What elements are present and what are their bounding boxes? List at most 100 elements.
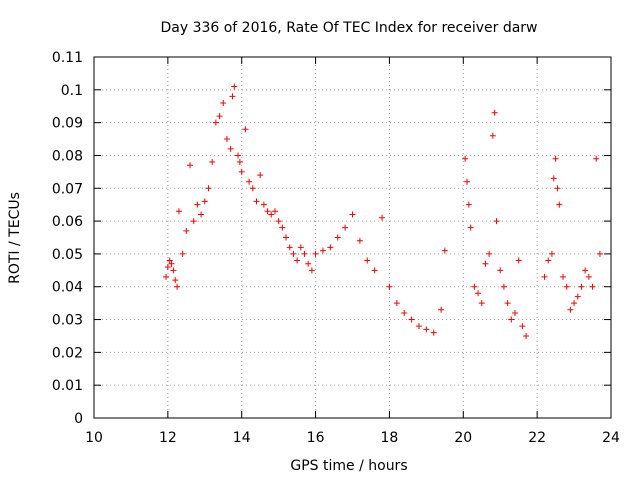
data-point <box>271 208 278 215</box>
data-point <box>386 283 393 290</box>
data-point <box>559 273 566 280</box>
data-point <box>462 155 469 162</box>
x-tick-label: 20 <box>454 430 472 446</box>
data-point <box>216 113 223 120</box>
x-tick-label: 12 <box>159 430 177 446</box>
data-point <box>582 267 589 274</box>
data-point <box>415 323 422 330</box>
data-point <box>242 126 249 133</box>
data-point <box>227 145 234 152</box>
data-points <box>163 83 603 339</box>
y-tick-label: 0.09 <box>52 116 83 132</box>
data-point <box>260 201 267 208</box>
data-point <box>441 247 448 254</box>
x-tick-label: 18 <box>381 430 399 446</box>
x-axis-label: GPS time / hours <box>290 458 407 474</box>
data-point <box>170 267 177 274</box>
data-point <box>220 99 227 106</box>
data-point <box>294 257 301 264</box>
data-point <box>308 267 315 274</box>
data-point <box>172 277 179 284</box>
axis-ticks: 10 12 14 16 18 20 22 24 0 0.01 0.02 0.03 0.04 0.05 0.0… <box>52 50 620 446</box>
data-point <box>497 267 504 274</box>
data-point <box>371 267 378 274</box>
y-tick-label: 0.11 <box>52 50 83 66</box>
data-point <box>163 273 170 280</box>
data-point <box>508 316 515 323</box>
data-point <box>253 198 260 205</box>
data-point <box>563 283 570 290</box>
data-point <box>179 250 186 257</box>
data-point <box>478 300 485 307</box>
data-point <box>231 83 238 90</box>
y-tick-label: 0 <box>74 411 83 427</box>
y-tick-label: 0.02 <box>52 345 83 361</box>
data-point <box>212 119 219 126</box>
data-point <box>515 257 522 264</box>
data-point <box>379 214 386 221</box>
data-point <box>401 309 408 316</box>
y-tick-label: 0.05 <box>52 247 83 263</box>
data-point <box>238 168 245 175</box>
y-axis-label: ROTI / TECUs <box>7 192 23 284</box>
data-point <box>571 300 578 307</box>
data-point <box>187 162 194 169</box>
y-tick-label: 0.08 <box>52 148 83 164</box>
data-point <box>471 283 478 290</box>
data-point <box>327 244 334 251</box>
data-point <box>268 211 275 218</box>
data-point <box>465 201 472 208</box>
data-point <box>556 201 563 208</box>
data-point <box>175 208 182 215</box>
data-point <box>430 329 437 336</box>
data-point <box>249 185 256 192</box>
x-tick-label: 14 <box>233 430 251 446</box>
data-point <box>467 224 474 231</box>
data-point <box>519 323 526 330</box>
data-point <box>438 306 445 313</box>
data-point <box>305 260 312 267</box>
data-point <box>297 244 304 251</box>
data-point <box>190 218 197 225</box>
data-point <box>223 136 230 143</box>
grid-lines <box>94 57 611 418</box>
data-point <box>229 93 236 100</box>
data-point <box>567 306 574 313</box>
data-point <box>286 244 293 251</box>
data-point <box>334 234 341 241</box>
y-tick-label: 0.04 <box>52 280 83 296</box>
data-point <box>408 316 415 323</box>
y-tick-label: 0.06 <box>52 214 83 230</box>
data-point <box>236 159 243 166</box>
data-point <box>554 185 561 192</box>
y-tick-label: 0.1 <box>61 83 83 99</box>
data-point <box>493 218 500 225</box>
data-point <box>168 260 175 267</box>
y-tick-label: 0.01 <box>52 378 83 394</box>
data-point <box>290 250 297 257</box>
plot-border <box>93 56 612 419</box>
data-point <box>201 198 208 205</box>
data-point <box>578 283 585 290</box>
data-point <box>552 155 559 162</box>
data-point <box>504 300 511 307</box>
data-point <box>491 109 498 116</box>
data-point <box>475 290 482 297</box>
data-point <box>500 283 507 290</box>
data-point <box>356 237 363 244</box>
x-tick-label: 24 <box>602 430 620 446</box>
data-point <box>523 332 530 339</box>
data-point <box>489 132 496 139</box>
data-point <box>511 309 518 316</box>
data-point <box>349 211 356 218</box>
x-tick-label: 22 <box>528 430 546 446</box>
data-point <box>574 293 581 300</box>
data-point <box>541 273 548 280</box>
data-point <box>393 300 400 307</box>
data-point <box>548 250 555 257</box>
data-point <box>319 247 326 254</box>
data-point <box>257 172 264 179</box>
data-point <box>209 159 216 166</box>
data-point <box>283 234 290 241</box>
